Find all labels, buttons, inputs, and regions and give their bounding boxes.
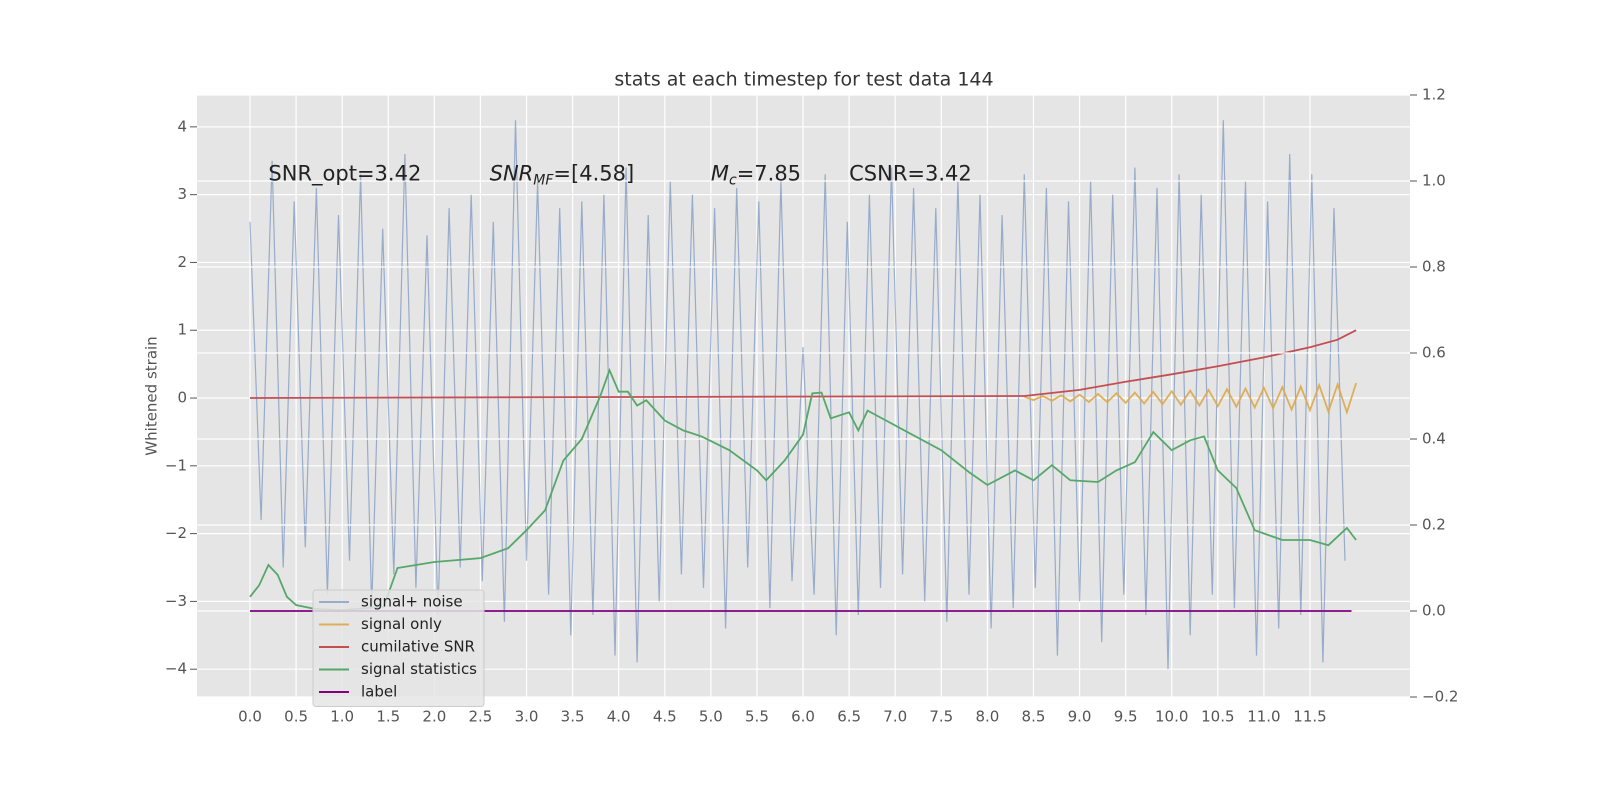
y-tick-label: 0 (177, 389, 187, 407)
x-tick-label: 8.0 (975, 708, 999, 726)
legend-label: signal only (361, 615, 442, 633)
legend-box (312, 589, 485, 707)
annotation-part: SNR_opt=3.42 (268, 161, 421, 186)
x-tick-label: 1.5 (376, 708, 400, 726)
x-tick-label: 11.0 (1247, 708, 1280, 726)
legend-label: cumilative SNR (361, 638, 475, 656)
y-tick-label: 4 (177, 117, 187, 135)
x-tick-label: 5.5 (745, 708, 769, 726)
y2-tick-label: 1.2 (1422, 86, 1446, 104)
x-tick-label: 1.0 (330, 708, 354, 726)
x-tick-label: 2.0 (422, 708, 446, 726)
legend-label: label (361, 683, 397, 701)
y-tick-label: −4 (165, 660, 187, 678)
x-tick-label: 9.5 (1114, 708, 1138, 726)
annotation-part: CSNR=3.42 (849, 161, 972, 185)
x-tick-label: 11.5 (1293, 708, 1326, 726)
annotation: SNR_opt=3.42 (268, 161, 421, 186)
x-tick-label: 0.5 (284, 708, 308, 726)
annotation-part: =[4.58] (553, 161, 634, 185)
y-tick-label: −3 (165, 592, 187, 610)
y2-tick-label: 0.4 (1422, 430, 1446, 448)
y-axis-label: Whitened strain (143, 336, 161, 455)
annotation-part: =7.85 (737, 161, 801, 185)
x-tick-label: 8.5 (1022, 708, 1046, 726)
x-tick-label: 4.0 (607, 708, 631, 726)
x-tick-label: 10.0 (1155, 708, 1188, 726)
annotation-part: M (711, 161, 729, 185)
legend-label: signal statistics (361, 660, 477, 678)
series-line (249, 120, 1346, 670)
x-tick-label: 6.5 (837, 708, 861, 726)
y-tick-label: −2 (165, 524, 187, 542)
annotation-part: c (729, 172, 737, 188)
y2-tick-label: 0.2 (1422, 516, 1446, 534)
series-line (249, 367, 1357, 612)
x-tick-label: 5.0 (699, 708, 723, 726)
x-tick-label: 4.5 (653, 708, 677, 726)
y2-tick-label: 0.6 (1422, 344, 1446, 362)
x-tick-label: 10.5 (1201, 708, 1234, 726)
y2-tick-label: −0.2 (1422, 688, 1458, 706)
y-tick-label: 1 (177, 321, 187, 339)
annotation: CSNR=3.42 (849, 161, 972, 185)
x-tick-label: 3.0 (515, 708, 539, 726)
legend-label: signal+ noise (361, 593, 463, 611)
x-tick-label: 3.5 (561, 708, 585, 726)
x-tick-label: 7.0 (883, 708, 907, 726)
series-line (1023, 381, 1357, 416)
chart-title: stats at each timestep for test data 144 (614, 69, 993, 91)
x-tick-label: 7.5 (929, 708, 953, 726)
annotation-part: MF (533, 172, 554, 188)
y2-tick-label: 1.0 (1422, 172, 1446, 190)
y2-tick-label: 0.0 (1422, 602, 1446, 620)
x-tick-label: 0.0 (238, 708, 262, 726)
y-tick-label: −1 (165, 456, 187, 474)
x-tick-label: 6.0 (791, 708, 815, 726)
annotation-part: SNR (490, 161, 534, 185)
annotation: SNRMF=[4.58] (490, 161, 635, 188)
x-tick-label: 2.5 (469, 708, 493, 726)
series-line (249, 329, 1357, 399)
y2-tick-label: 0.8 (1422, 258, 1446, 276)
x-tick-label: 9.0 (1068, 708, 1092, 726)
y-tick-label: 3 (177, 185, 187, 203)
y-tick-label: 2 (177, 253, 187, 271)
annotation: Mc=7.85 (711, 161, 801, 188)
